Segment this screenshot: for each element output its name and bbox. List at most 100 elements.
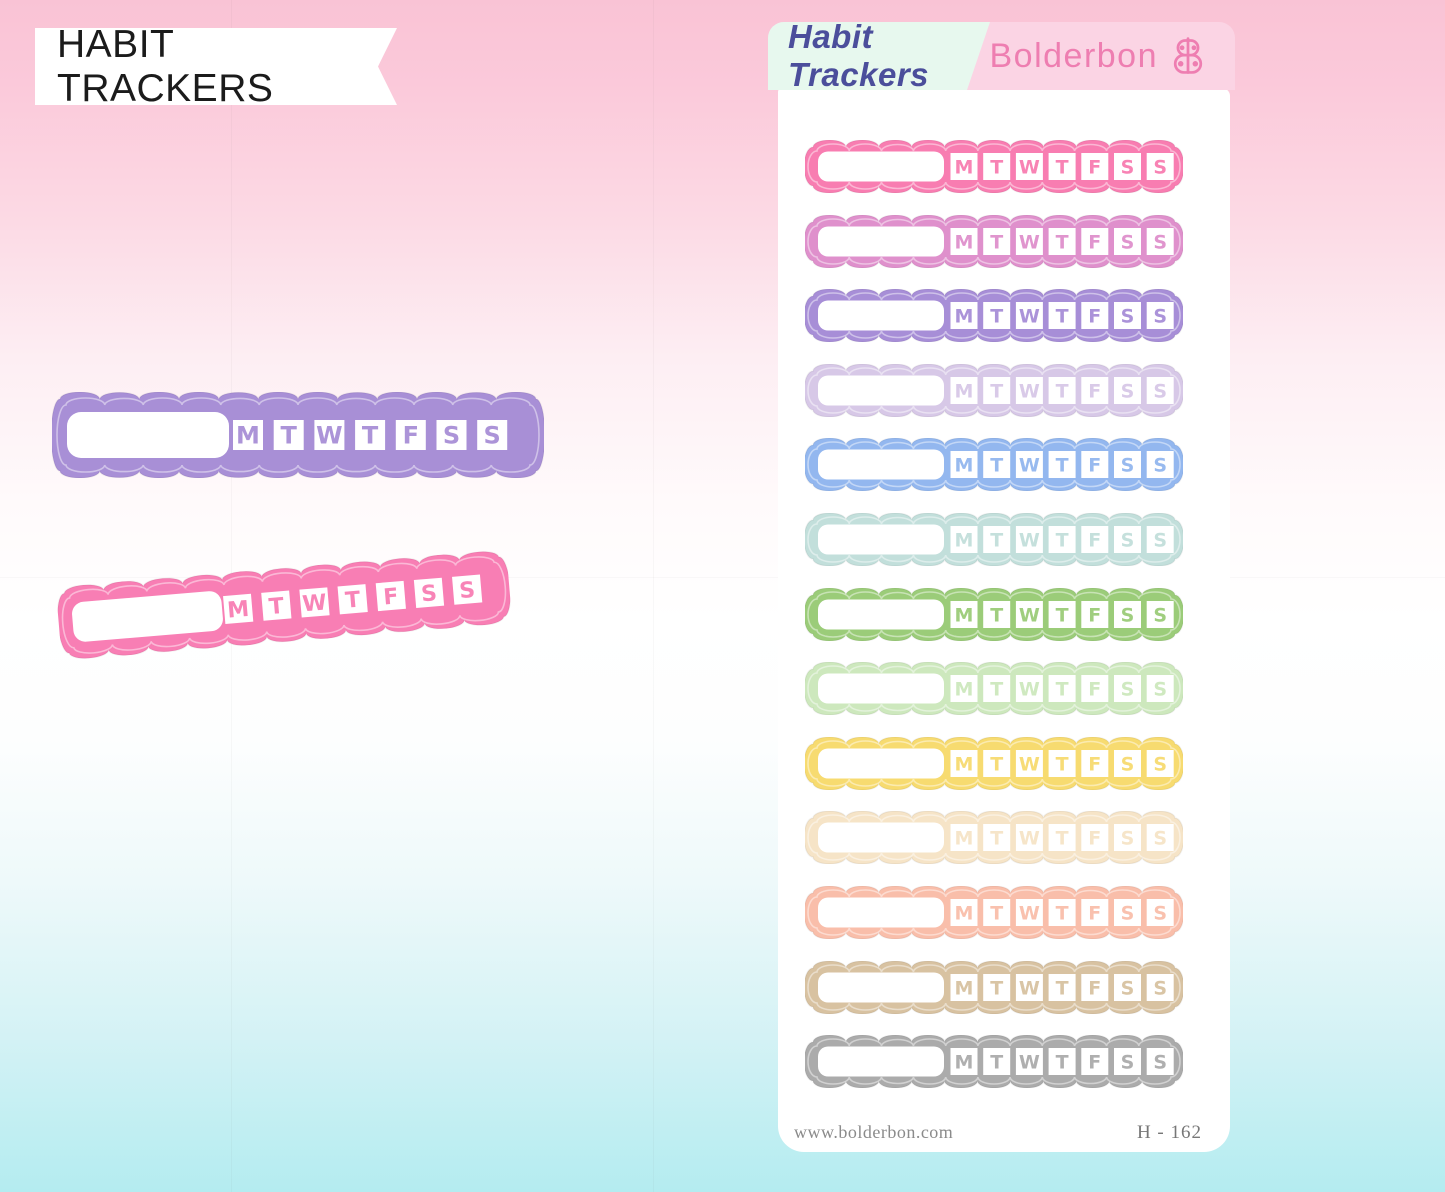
day-cell — [1081, 749, 1109, 777]
sticker-inner-outline — [807, 739, 1181, 787]
day-letter: S — [1121, 678, 1135, 700]
day-cell — [983, 675, 1011, 703]
day-cell — [1146, 675, 1174, 703]
day-letter: F — [1088, 753, 1101, 775]
day-letter: S — [1153, 380, 1167, 402]
day-cell — [1048, 898, 1076, 926]
day-cell — [1146, 749, 1174, 777]
day-cell — [1081, 153, 1109, 180]
writing-area — [818, 151, 944, 182]
day-letter: T — [990, 455, 1003, 477]
day-letter: S — [1153, 604, 1167, 626]
day-cell — [1114, 600, 1141, 628]
writing-area — [818, 599, 944, 630]
day-letter: M — [955, 380, 974, 402]
day-letter: S — [1121, 604, 1135, 626]
brand-wrap: Bolderbon — [989, 35, 1209, 77]
day-cell — [983, 227, 1011, 255]
day-cell — [1015, 153, 1043, 180]
day-letter: W — [1019, 678, 1040, 700]
day-letter: F — [1088, 529, 1101, 551]
day-letter: W — [1019, 529, 1040, 551]
day-cell — [1081, 525, 1109, 553]
sticker-inner-outline — [807, 1038, 1181, 1085]
sticker-inner-outline — [807, 889, 1181, 936]
sheet-footer: www.bolderbon.com H - 162 — [794, 1122, 1202, 1144]
day-cell — [983, 824, 1011, 852]
day-cell — [1015, 824, 1043, 852]
day-letter: T — [1056, 1051, 1069, 1073]
day-letter: S — [1121, 305, 1135, 327]
day-cell — [950, 600, 978, 628]
day-letter: S — [1153, 455, 1167, 477]
website-text: www.bolderbon.com — [794, 1122, 954, 1142]
sticker-inner-outline — [807, 665, 1181, 712]
day-cell — [1146, 227, 1174, 255]
writing-area — [818, 897, 944, 928]
day-letter: W — [301, 590, 327, 617]
day-cell — [1114, 898, 1141, 926]
day-letter: T — [1056, 753, 1069, 775]
day-letter: T — [344, 588, 361, 614]
day-letter: T — [362, 422, 379, 450]
day-cell — [1146, 824, 1174, 852]
day-cell — [337, 584, 368, 615]
day-cell — [1081, 1048, 1109, 1076]
day-cell — [1114, 749, 1141, 777]
sticker-inner-outline — [807, 590, 1181, 638]
writing-area — [818, 375, 944, 406]
day-letter: W — [1019, 828, 1040, 850]
sticker-inner-outline — [56, 397, 540, 473]
day-cell — [1114, 153, 1141, 180]
day-letter: T — [1056, 380, 1069, 402]
brand-name-text: Bolderbon — [989, 36, 1158, 75]
day-cell — [950, 973, 978, 1001]
writing-area — [818, 1046, 944, 1077]
day-letter: W — [1019, 977, 1040, 999]
day-cell — [375, 580, 406, 612]
day-letter: T — [990, 1051, 1003, 1073]
day-cell — [1114, 973, 1141, 1001]
day-cell — [1114, 1048, 1141, 1076]
day-letter: W — [1019, 1051, 1040, 1073]
day-cell — [1048, 153, 1076, 180]
day-letter: F — [1088, 678, 1101, 700]
day-letter: S — [1153, 529, 1167, 551]
day-cell — [314, 420, 345, 450]
day-cell — [1114, 824, 1141, 852]
sticker-inner-outline — [807, 366, 1181, 414]
day-cell — [983, 600, 1011, 628]
day-cell — [950, 451, 978, 479]
day-letter: W — [1019, 156, 1040, 178]
day-letter: S — [1153, 156, 1167, 178]
day-letter: T — [268, 594, 285, 620]
day-cell — [1015, 973, 1043, 1001]
bb-butterfly-logo-icon — [1173, 37, 1203, 74]
day-letter: T — [1056, 529, 1069, 551]
day-letter: T — [990, 156, 1003, 178]
day-cell — [1015, 451, 1043, 479]
day-letter: S — [1153, 231, 1167, 253]
day-letter: T — [1056, 828, 1069, 850]
day-cell — [950, 1048, 978, 1076]
day-cell — [1015, 749, 1043, 777]
day-letter: T — [990, 380, 1003, 402]
